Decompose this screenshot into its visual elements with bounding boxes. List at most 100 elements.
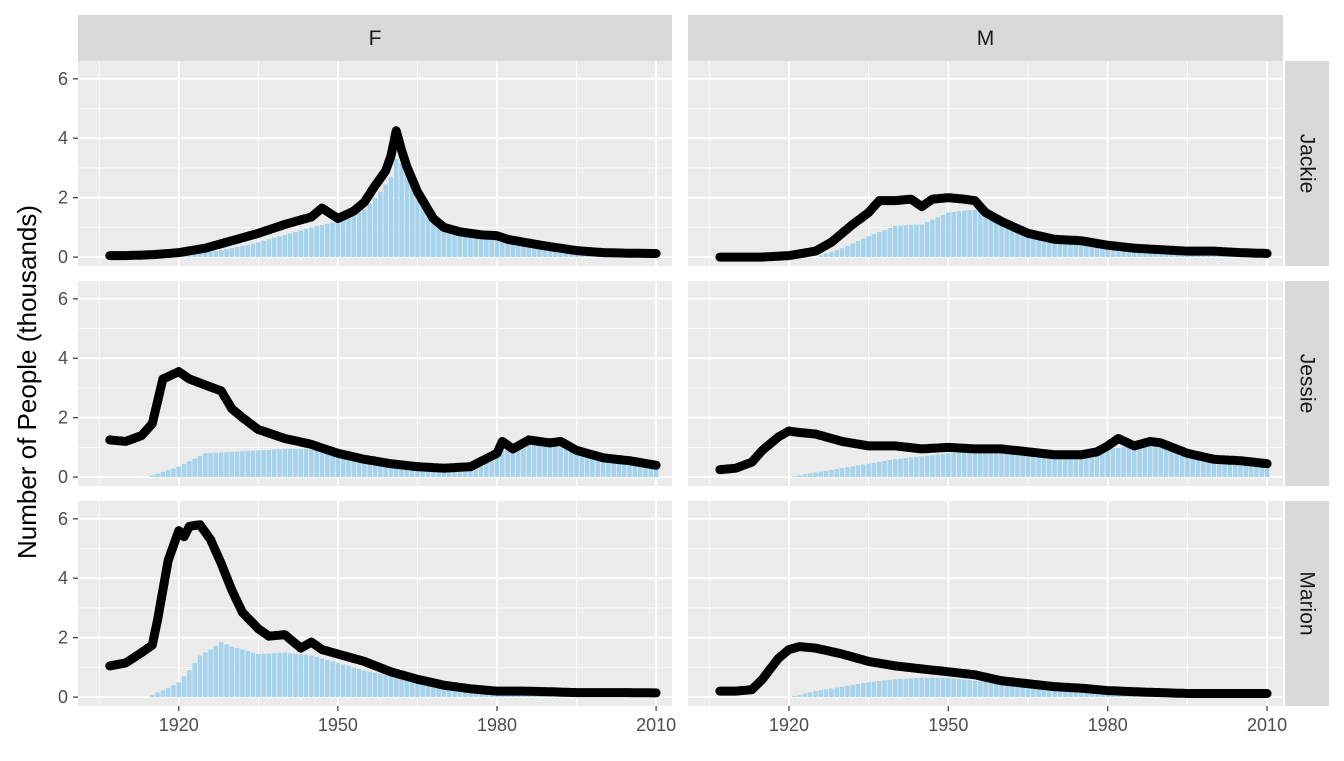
bar [988,682,994,698]
bar [526,243,532,258]
bar [1174,452,1180,478]
bar [1046,238,1052,258]
bar [436,467,441,478]
bar [579,452,585,478]
bar [807,473,813,478]
bar [393,677,399,698]
bar [935,677,940,698]
bar [558,447,563,478]
bar [1041,455,1047,478]
bar [266,239,272,258]
bar [415,466,420,478]
bar [1238,462,1243,478]
bar [1025,233,1031,258]
y-tick-label: 6 [58,289,68,309]
bar [956,678,962,698]
bar [924,677,930,698]
bar [882,680,887,698]
bar [1078,690,1084,698]
bar [393,463,399,478]
bar [1094,691,1100,698]
bar [935,454,940,478]
bar [914,678,919,698]
x-tick-label: 1950 [928,715,968,735]
bar [441,686,447,698]
bar [653,465,659,478]
bar [861,683,866,698]
bar [1084,690,1089,698]
bar [1254,464,1259,478]
bar [1216,461,1222,478]
bar [335,662,341,698]
bar [213,452,219,478]
x-tick-label: 1950 [318,715,358,735]
bar [1009,226,1015,258]
bar [192,458,197,478]
bar [303,654,309,698]
bar [574,451,579,478]
bar [187,670,192,698]
bar [866,463,871,478]
column-strip-label-f: F [369,27,382,50]
bar [192,253,197,258]
bar [346,216,351,258]
bar [462,466,468,478]
bar [187,461,192,478]
bar [903,458,909,478]
bar [972,680,978,698]
bar [818,690,824,698]
bar [425,684,431,698]
bar [197,455,203,478]
bar [218,452,224,478]
bar [919,677,925,698]
bar [616,460,622,478]
bar [871,462,877,478]
bar [887,460,893,478]
bar [1089,243,1095,258]
bar [839,686,845,698]
bar [590,455,595,478]
bar [181,464,187,478]
bar [197,655,203,698]
y-tick-label: 4 [58,348,68,368]
row-strip-jessie [1285,281,1329,486]
bar [340,664,346,698]
bar [855,241,861,258]
bar [256,654,261,698]
bar [1004,452,1010,478]
bar [484,235,489,258]
panel-background [688,501,1283,706]
bar [192,662,197,698]
bar [999,683,1004,698]
bar [340,452,346,478]
bar [1062,240,1068,258]
bar [446,687,452,698]
bar [165,470,171,478]
bar [1052,239,1057,258]
bar [489,455,494,478]
bar [1126,446,1132,478]
bar [919,224,925,258]
bar [1068,456,1073,478]
bar [149,694,155,698]
bar [351,214,357,258]
bar [823,253,829,258]
bar [245,244,250,258]
bar [1179,454,1185,478]
bar [224,644,229,698]
bar [818,255,824,258]
bar [415,682,420,698]
bar [404,464,410,478]
bar [1222,461,1227,478]
bar [420,202,425,258]
y-tick-label: 6 [58,69,68,89]
bar [431,218,436,258]
bar [1142,446,1148,478]
bar [335,451,341,478]
bar [622,460,627,478]
bar [1004,223,1010,258]
bar [977,681,983,698]
bar [494,236,500,258]
bar [563,448,569,478]
bar [425,210,431,258]
